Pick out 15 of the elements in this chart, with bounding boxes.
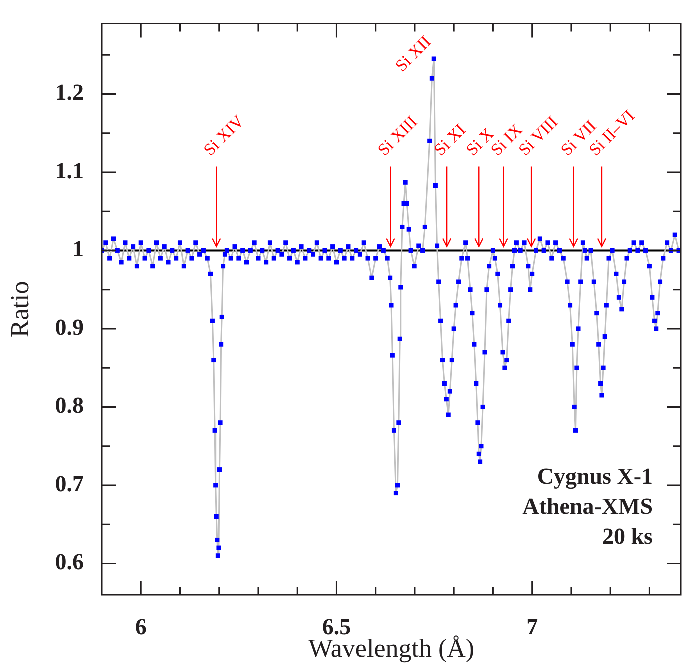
y-tick-label: 1.1 [55,158,84,184]
y-tick-label: 0.8 [55,393,84,418]
y-tick-label: 0.7 [55,471,84,496]
y-tick-label: 0.6 [55,550,84,575]
annotation: Cygnus X-1 [536,463,653,492]
annotation: 20 ks [602,523,653,551]
annotation: Athena-XMS [522,493,653,521]
y-axis-title: Ratio [5,281,34,338]
y-tick-label: 1 [72,236,84,262]
y-tick-label: 1.2 [55,80,84,106]
y-tick-label: 0.9 [55,314,84,340]
annotation: Si XII [392,32,436,76]
x-tick-label: 7 [526,614,538,640]
annotation: Si XIII [374,112,422,160]
x-tick-label: 6 [135,614,147,640]
